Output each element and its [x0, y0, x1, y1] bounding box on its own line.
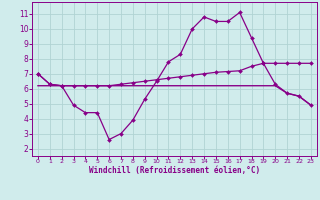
X-axis label: Windchill (Refroidissement éolien,°C): Windchill (Refroidissement éolien,°C): [89, 166, 260, 175]
